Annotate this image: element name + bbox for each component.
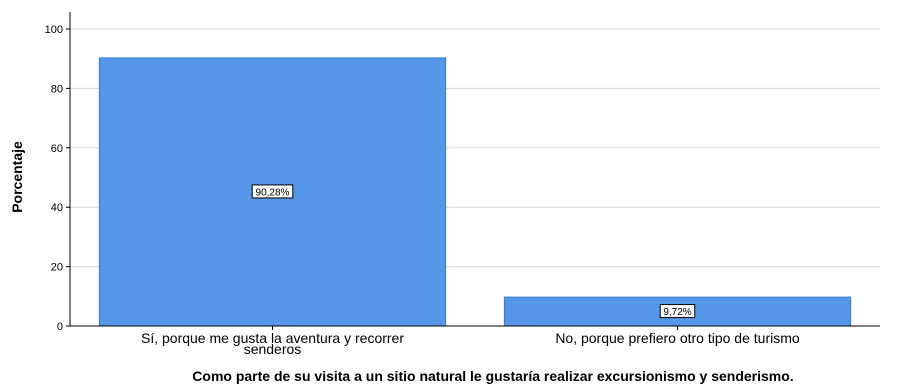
y-tick-label: 60	[51, 143, 63, 155]
x-category-label: Sí, porque me gusta la aventura y recorr…	[141, 330, 404, 346]
data-label-box	[251, 184, 294, 199]
y-tick-label: 80	[51, 83, 63, 95]
y-tick-label: 20	[51, 262, 63, 274]
data-label-text: 9,72%	[663, 307, 691, 318]
labels: 0 20 40 60 80 100 Sí, porque me gusta la avent…	[45, 24, 800, 357]
y-tick-label: 100	[45, 24, 63, 36]
axes	[66, 12, 880, 330]
bars	[98, 57, 852, 327]
data-label-text: 90,28%	[256, 187, 290, 198]
y-tick-label: 0	[57, 321, 63, 333]
data-label-0: 90,28%	[251, 184, 294, 199]
data-label-1: 9,72%	[659, 304, 696, 319]
x-category-label: No, porque prefiero otro tipo de turismo	[555, 330, 800, 346]
data-label-box	[659, 304, 696, 319]
x-axis-title: Como parte de su visita a un sitio natur…	[192, 368, 793, 384]
y-tick-label: 40	[51, 202, 63, 214]
x-category-label: senderos	[244, 341, 302, 357]
y-axis-title: Porcentaje	[9, 141, 25, 213]
